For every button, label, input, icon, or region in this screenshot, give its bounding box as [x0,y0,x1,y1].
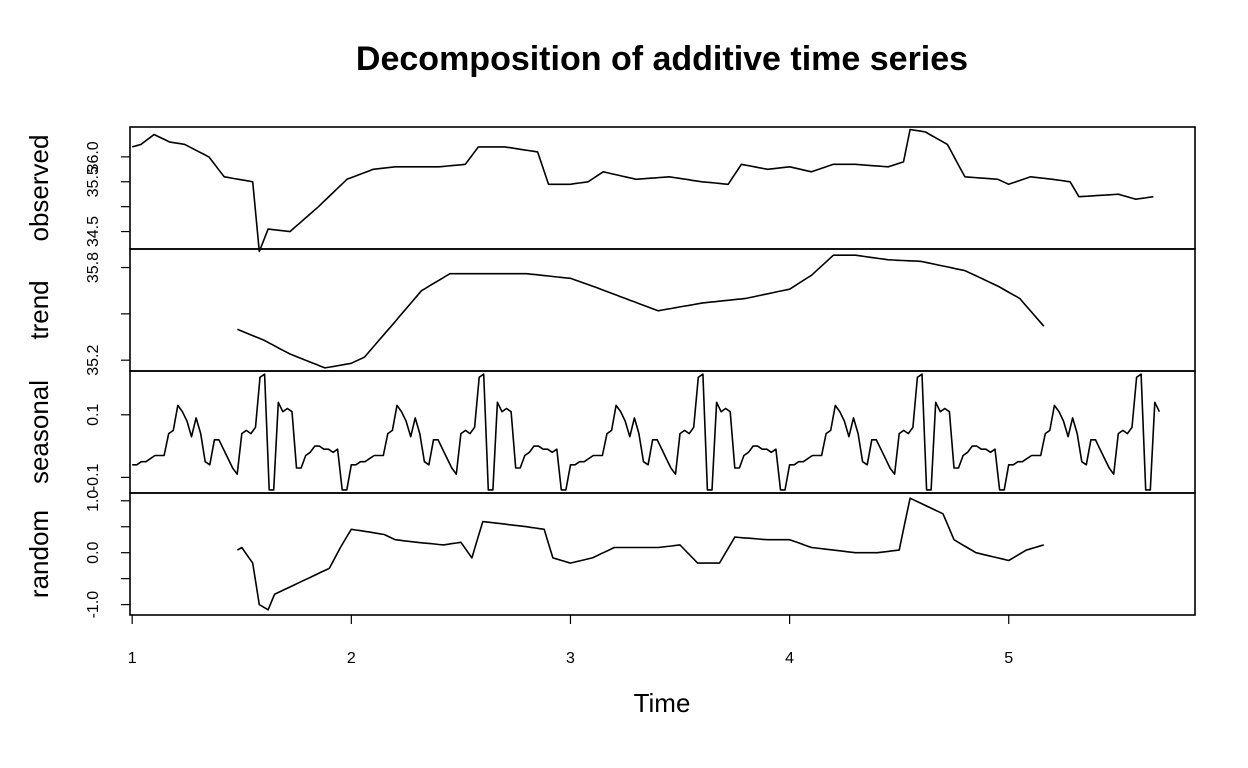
y-tick-label-seasonal-0: -0.1 [85,463,102,491]
chart-title: Decomposition of additive time series [356,40,968,78]
panels: observed 34.5 35.536.0 trend 35.2 35.8 seasona… [24,126,1196,619]
panel-seasonal: seasonal -0.1 0.1 [24,370,1196,494]
y-tick-label-random-4: 1.0 [85,490,102,512]
y-tick-label-random-2: 0.0 [85,541,102,563]
panel-frame-observed [129,126,1196,250]
y-tick-label-random-0: -1.0 [85,591,102,619]
panel-frame-random [129,492,1196,616]
x-tick-label-2: 3 [566,650,575,667]
panel-random: random -1.0 0.0 1.0 [24,490,1196,619]
x-axis-label: Time [634,688,691,718]
series-line-random [236,497,1045,611]
panel-observed: observed 34.5 35.536.0 [24,126,1196,253]
x-axis: 1 2 3 4 5 [128,615,1013,667]
x-tick-label-0: 1 [128,650,137,667]
series-line-observed [131,128,1154,253]
y-tick-label-observed-0: 34.5 [85,216,102,247]
series-line-trend [237,254,1045,369]
y-axis-label-trend: trend [24,280,54,339]
x-tick-label-4: 5 [1004,650,1013,667]
x-tick-label-1: 2 [347,650,356,667]
panel-trend: trend 35.2 35.8 [24,248,1196,376]
y-axis-label-random: random [24,510,54,598]
x-tick-label-3: 4 [785,650,794,667]
y-tick-label-observed-3: 36.0 [85,141,102,172]
y-tick-label-trend-0: 35.2 [85,345,102,376]
y-tick-label-trend-2: 35.8 [85,252,102,283]
y-axis-label-observed: observed [24,135,54,242]
panel-frame-seasonal [129,370,1196,494]
series-line-seasonal [132,373,1161,491]
y-tick-label-seasonal-1: 0.1 [85,404,102,426]
y-tick-label-observed-2: 35.5 [85,166,102,197]
y-axis-label-seasonal: seasonal [24,380,54,484]
